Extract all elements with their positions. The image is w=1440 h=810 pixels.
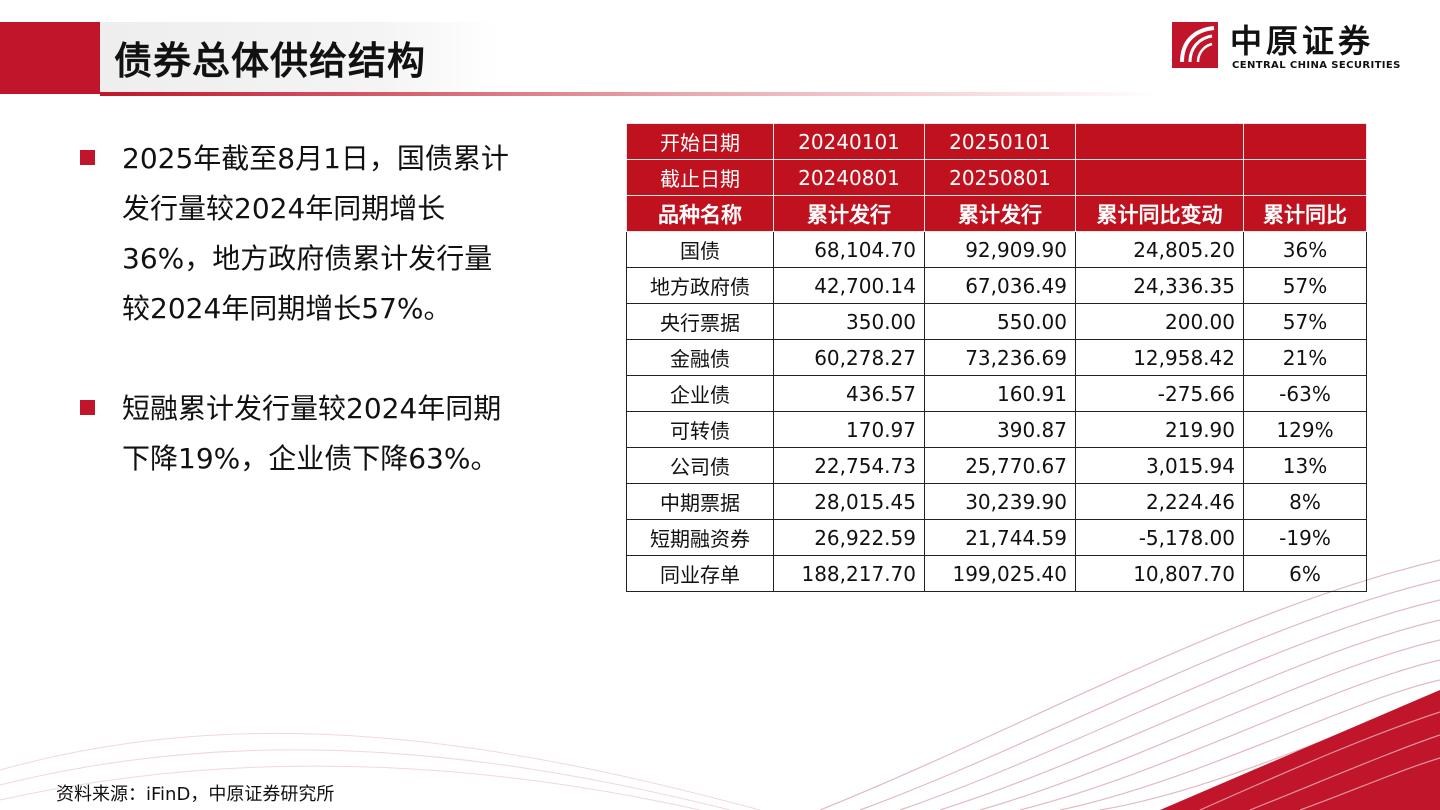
table-cell: 公司债 <box>626 447 774 484</box>
table-cell: 68,104.70 <box>773 231 925 268</box>
table-cell: 地方政府债 <box>626 267 774 304</box>
start-date-row: 开始日期 20240101 20250101 <box>626 123 1367 160</box>
table-cell: 390.87 <box>924 411 1076 448</box>
table-cell: 60,278.27 <box>773 339 925 376</box>
table-cell <box>1075 123 1244 160</box>
table-cell: 25,770.67 <box>924 447 1076 484</box>
column-header: 品种名称 <box>626 195 774 232</box>
table-cell: 219.90 <box>1075 411 1244 448</box>
source-note: 资料来源：iFinD，中原证券研究所 <box>56 784 335 805</box>
table-cell: 金融债 <box>626 339 774 376</box>
logo-text-en: CENTRAL CHINA SECURITIES <box>1232 60 1401 71</box>
table-cell: 67,036.49 <box>924 267 1076 304</box>
table-cell: 20240101 <box>773 123 925 160</box>
table-cell: 57% <box>1243 303 1367 340</box>
bullet-item: 2025年截至8月1日，国债累计发行量较2024年同期增长36%，地方政府债累计… <box>78 134 518 334</box>
table-cell: 92,909.90 <box>924 231 1076 268</box>
table-cell <box>1075 159 1244 196</box>
corner-red-wedge <box>1160 690 1440 810</box>
table-body: 国债 68,104.70 92,909.90 24,805.20 36% 地方政府债 42,… <box>626 231 1367 592</box>
square-bullet-icon <box>80 400 95 415</box>
table-cell: 10,807.70 <box>1075 555 1244 592</box>
bullet-item: 短融累计发行量较2024年同期下降19%，企业债下降63%。 <box>78 384 518 484</box>
table-cell: 170.97 <box>773 411 925 448</box>
table-cell: 20250801 <box>924 159 1076 196</box>
bullet-list: 2025年截至8月1日，国债累计发行量较2024年同期增长36%，地方政府债累计… <box>78 134 518 484</box>
bullet-text: 2025年截至8月1日，国债累计发行量较2024年同期增长36%，地方政府债累计… <box>122 142 509 325</box>
table-cell: 200.00 <box>1075 303 1244 340</box>
table-cell: 3,015.94 <box>1075 447 1244 484</box>
table-cell: 42,700.14 <box>773 267 925 304</box>
table-cell: 26,922.59 <box>773 519 925 556</box>
table-row: 公司债 22,754.73 25,770.67 3,015.94 13% <box>626 447 1367 484</box>
table-cell: 24,336.35 <box>1075 267 1244 304</box>
square-bullet-icon <box>80 150 95 165</box>
table-cell: 2,224.46 <box>1075 483 1244 520</box>
table-cell: 截止日期 <box>626 159 774 196</box>
table-cell: 13% <box>1243 447 1367 484</box>
table-cell: 企业债 <box>626 375 774 412</box>
table-cell: 28,015.45 <box>773 483 925 520</box>
table-cell: 36% <box>1243 231 1367 268</box>
table-cell: 188,217.70 <box>773 555 925 592</box>
column-header-row: 品种名称 累计发行 累计发行 累计同比变动 累计同比 <box>626 195 1367 232</box>
title-bar <box>100 22 500 94</box>
table-cell: 短期融资券 <box>626 519 774 556</box>
table-cell: 国债 <box>626 231 774 268</box>
company-logo: 中原证券 CENTRAL CHINA SECURITIES <box>1172 22 1412 78</box>
table-cell: 24,805.20 <box>1075 231 1244 268</box>
table-cell: 6% <box>1243 555 1367 592</box>
table-cell: -19% <box>1243 519 1367 556</box>
table-cell: 22,754.73 <box>773 447 925 484</box>
table-row: 金融债 60,278.27 73,236.69 12,958.42 21% <box>626 339 1367 376</box>
bullet-text: 短融累计发行量较2024年同期下降19%，企业债下降63%。 <box>122 392 502 475</box>
title-accent-block <box>0 22 100 94</box>
table-row: 国债 68,104.70 92,909.90 24,805.20 36% <box>626 231 1367 268</box>
bond-supply-table: 开始日期 20240101 20250101 截止日期 20240801 202… <box>626 123 1367 592</box>
table-cell <box>1243 123 1367 160</box>
column-header: 累计发行 <box>773 195 925 232</box>
column-header: 累计同比变动 <box>1075 195 1244 232</box>
table-cell: 20250101 <box>924 123 1076 160</box>
table-cell: 73,236.69 <box>924 339 1076 376</box>
table-cell <box>1243 159 1367 196</box>
column-header: 累计同比 <box>1243 195 1367 232</box>
page-title: 债券总体供给结构 <box>114 39 427 83</box>
table-cell: 20240801 <box>773 159 925 196</box>
table-cell: 同业存单 <box>626 555 774 592</box>
table-cell: 57% <box>1243 267 1367 304</box>
table-cell: 中期票据 <box>626 483 774 520</box>
logo-text-cn: 中原证券 <box>1230 22 1375 60</box>
table-cell: 199,025.40 <box>924 555 1076 592</box>
table-row: 可转债 170.97 390.87 219.90 129% <box>626 411 1367 448</box>
table-cell: 129% <box>1243 411 1367 448</box>
table-cell: 160.91 <box>924 375 1076 412</box>
table-row: 企业债 436.57 160.91 -275.66 -63% <box>626 375 1367 412</box>
table-cell: -63% <box>1243 375 1367 412</box>
table-cell: 可转债 <box>626 411 774 448</box>
table-cell: 21% <box>1243 339 1367 376</box>
end-date-row: 截止日期 20240801 20250801 <box>626 159 1367 196</box>
table-cell: 30,239.90 <box>924 483 1076 520</box>
table-cell: 8% <box>1243 483 1367 520</box>
table-row: 地方政府债 42,700.14 67,036.49 24,336.35 57% <box>626 267 1367 304</box>
table-cell: 央行票据 <box>626 303 774 340</box>
table-cell: 350.00 <box>773 303 925 340</box>
table-cell: 436.57 <box>773 375 925 412</box>
logo-mark-icon <box>1172 22 1218 68</box>
table-row: 中期票据 28,015.45 30,239.90 2,224.46 8% <box>626 483 1367 520</box>
table-row: 短期融资券 26,922.59 21,744.59 -5,178.00 -19% <box>626 519 1367 556</box>
table-cell: 550.00 <box>924 303 1076 340</box>
table-cell: 12,958.42 <box>1075 339 1244 376</box>
table-cell: 21,744.59 <box>924 519 1076 556</box>
table-cell: 开始日期 <box>626 123 774 160</box>
column-header: 累计发行 <box>924 195 1076 232</box>
table-row: 同业存单 188,217.70 199,025.40 10,807.70 6% <box>626 555 1367 592</box>
title-underline <box>100 92 1160 96</box>
table-cell: -275.66 <box>1075 375 1244 412</box>
table-cell: -5,178.00 <box>1075 519 1244 556</box>
table-row: 央行票据 350.00 550.00 200.00 57% <box>626 303 1367 340</box>
